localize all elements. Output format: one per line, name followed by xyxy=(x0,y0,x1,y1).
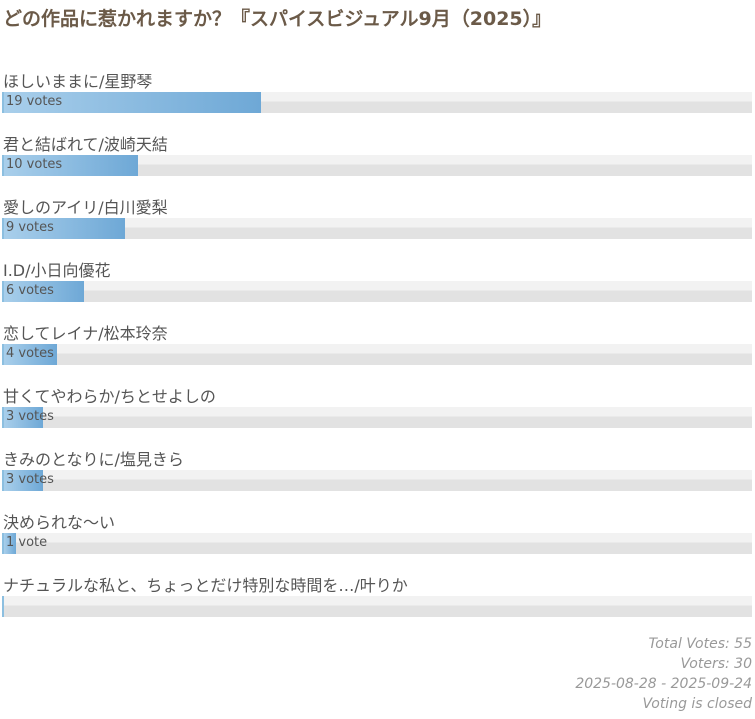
vote-bar xyxy=(2,281,84,302)
poll-option: 君と結ばれて/波崎天結 10 votes xyxy=(2,131,752,191)
vote-bar xyxy=(2,533,16,554)
vote-track xyxy=(2,596,752,617)
option-label: ナチュラルな私と、ちょっとだけ特別な時間を…/叶りか xyxy=(3,576,408,595)
option-label: きみのとなりに/塩見きら xyxy=(3,450,184,469)
option-label: 恋してレイナ/松本玲奈 xyxy=(3,324,168,343)
poll-option: きみのとなりに/塩見きら 3 votes xyxy=(2,446,752,506)
vote-bar xyxy=(2,470,43,491)
poll-title: どの作品に惹かれますか？『スパイスビジュアル9月（2025）』 xyxy=(3,8,552,30)
vote-bar xyxy=(2,92,262,113)
option-label: 甘くてやわらか/ちとせよしの xyxy=(3,387,216,406)
footer-text: 55 xyxy=(734,636,752,652)
vote-count: 6 votes xyxy=(6,283,54,298)
footer-line: Total Votes: 55 xyxy=(648,636,752,652)
vote-track: 1 vote xyxy=(2,533,752,554)
option-label: 君と結ばれて/波崎天結 xyxy=(3,135,168,154)
poll-option: ナチュラルな私と、ちょっとだけ特別な時間を…/叶りか xyxy=(2,572,752,632)
vote-count: 9 votes xyxy=(6,220,54,235)
vote-bar xyxy=(2,344,57,365)
poll-option: ほしいままに/星野琴 19 votes xyxy=(2,68,752,128)
footer-text: Voting is closed xyxy=(642,696,753,712)
vote-count: 19 votes xyxy=(6,94,63,109)
vote-count: 10 votes xyxy=(6,157,63,172)
vote-bar xyxy=(2,218,125,239)
vote-count: 3 votes xyxy=(6,472,54,487)
vote-track: 10 votes xyxy=(2,155,752,176)
poll-option: 愛しのアイリ/白川愛梨 9 votes xyxy=(2,194,752,254)
footer-line: Voting is closed xyxy=(643,696,753,712)
option-label: 愛しのアイリ/白川愛梨 xyxy=(3,198,168,217)
option-label: 決められな～い xyxy=(3,513,116,532)
vote-track: 6 votes xyxy=(2,281,752,302)
vote-bar xyxy=(2,407,43,428)
footer-text: Total Votes: xyxy=(648,636,730,652)
option-label: I.D/小日向優花 xyxy=(3,261,111,280)
vote-bar xyxy=(2,596,4,617)
vote-track: 3 votes xyxy=(2,407,752,428)
option-label: ほしいままに/星野琴 xyxy=(3,72,153,91)
footer-text: 30 xyxy=(734,656,752,672)
vote-count: 1 vote xyxy=(6,535,48,550)
vote-track: 9 votes xyxy=(2,218,752,239)
poll-option: 恋してレイナ/松本玲奈 4 votes xyxy=(2,320,752,380)
footer-text: 2025-08-28 - 2025-09-24 xyxy=(575,676,752,692)
footer-line: 2025-08-28 - 2025-09-24 xyxy=(575,676,752,692)
footer-text: Voters: xyxy=(680,656,730,672)
poll-option: 甘くてやわらか/ちとせよしの 3 votes xyxy=(2,383,752,443)
vote-track: 19 votes xyxy=(2,92,752,113)
vote-count: 4 votes xyxy=(6,346,54,361)
vote-track: 3 votes xyxy=(2,470,752,491)
poll-option: I.D/小日向優花 6 votes xyxy=(2,257,752,317)
poll-option: 決められな～い 1 vote xyxy=(2,509,752,569)
vote-count: 3 votes xyxy=(6,409,54,424)
vote-bar xyxy=(2,155,139,176)
vote-track: 4 votes xyxy=(2,344,752,365)
footer-line: Voters: 30 xyxy=(681,656,752,672)
